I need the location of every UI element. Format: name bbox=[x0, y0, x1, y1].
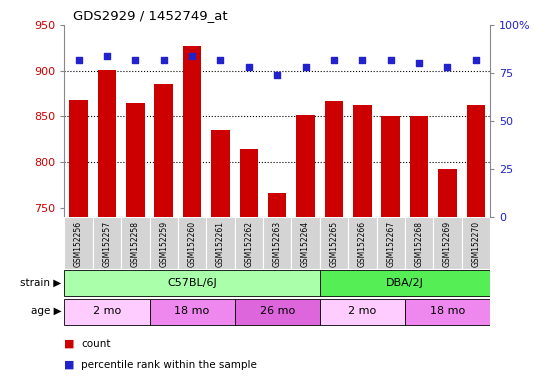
Text: 2 mo: 2 mo bbox=[93, 306, 121, 316]
Point bbox=[159, 56, 168, 63]
Bar bbox=[268, 193, 286, 217]
Bar bbox=[466, 106, 485, 217]
Bar bbox=[69, 100, 88, 217]
Text: C57BL/6J: C57BL/6J bbox=[167, 278, 217, 288]
Bar bbox=[93, 217, 121, 269]
Text: GSM152261: GSM152261 bbox=[216, 221, 225, 267]
Text: GSM152260: GSM152260 bbox=[188, 221, 197, 267]
Point bbox=[472, 56, 480, 63]
Bar bbox=[381, 116, 400, 217]
Text: 18 mo: 18 mo bbox=[175, 306, 209, 316]
Point bbox=[273, 72, 282, 78]
Text: GSM152262: GSM152262 bbox=[244, 221, 253, 267]
Bar bbox=[64, 270, 320, 296]
Bar bbox=[206, 217, 235, 269]
Text: percentile rank within the sample: percentile rank within the sample bbox=[81, 360, 257, 370]
Text: GSM152259: GSM152259 bbox=[159, 221, 168, 267]
Point bbox=[131, 56, 140, 63]
Text: ■: ■ bbox=[64, 339, 75, 349]
Text: 2 mo: 2 mo bbox=[348, 306, 376, 316]
Bar bbox=[405, 217, 433, 269]
Text: GSM152268: GSM152268 bbox=[414, 221, 423, 267]
Text: 18 mo: 18 mo bbox=[430, 306, 465, 316]
Point bbox=[188, 53, 197, 59]
Point bbox=[301, 64, 310, 70]
Bar bbox=[98, 70, 116, 217]
Bar bbox=[433, 217, 461, 269]
Bar bbox=[296, 114, 315, 217]
Bar bbox=[211, 130, 230, 217]
Bar bbox=[240, 149, 258, 217]
Point bbox=[102, 53, 111, 59]
Point bbox=[329, 56, 338, 63]
Bar bbox=[155, 84, 173, 217]
Text: strain ▶: strain ▶ bbox=[20, 278, 62, 288]
Point bbox=[244, 64, 253, 70]
Text: GSM152265: GSM152265 bbox=[329, 221, 338, 267]
Text: age ▶: age ▶ bbox=[31, 306, 62, 316]
Text: GSM152267: GSM152267 bbox=[386, 221, 395, 267]
Bar bbox=[150, 217, 178, 269]
Text: 26 mo: 26 mo bbox=[260, 306, 295, 316]
Point bbox=[216, 56, 225, 63]
Point bbox=[443, 64, 452, 70]
Bar bbox=[235, 299, 320, 325]
Bar bbox=[320, 270, 490, 296]
Point bbox=[74, 56, 83, 63]
Point bbox=[386, 56, 395, 63]
Bar bbox=[291, 217, 320, 269]
Bar bbox=[410, 116, 428, 217]
Text: GDS2929 / 1452749_at: GDS2929 / 1452749_at bbox=[73, 9, 227, 22]
Bar bbox=[126, 103, 144, 217]
Bar bbox=[235, 217, 263, 269]
Text: GSM152269: GSM152269 bbox=[443, 221, 452, 267]
Bar bbox=[325, 101, 343, 217]
Bar bbox=[438, 169, 456, 217]
Text: GSM152256: GSM152256 bbox=[74, 221, 83, 267]
Bar bbox=[64, 299, 150, 325]
Bar bbox=[183, 46, 201, 217]
Text: GSM152266: GSM152266 bbox=[358, 221, 367, 267]
Point bbox=[358, 56, 367, 63]
Text: GSM152264: GSM152264 bbox=[301, 221, 310, 267]
Bar bbox=[121, 217, 150, 269]
Bar bbox=[461, 217, 490, 269]
Bar bbox=[320, 217, 348, 269]
Bar bbox=[376, 217, 405, 269]
Text: count: count bbox=[81, 339, 111, 349]
Bar bbox=[353, 104, 371, 217]
Text: DBA/2J: DBA/2J bbox=[386, 278, 424, 288]
Text: GSM152263: GSM152263 bbox=[273, 221, 282, 267]
Bar bbox=[263, 217, 291, 269]
Bar bbox=[405, 299, 490, 325]
Bar bbox=[150, 299, 235, 325]
Text: GSM152257: GSM152257 bbox=[102, 221, 111, 267]
Bar bbox=[64, 217, 93, 269]
Text: GSM152270: GSM152270 bbox=[472, 221, 480, 267]
Bar bbox=[178, 217, 206, 269]
Point bbox=[414, 60, 423, 66]
Text: GSM152258: GSM152258 bbox=[131, 221, 140, 267]
Bar bbox=[348, 217, 376, 269]
Bar bbox=[320, 299, 405, 325]
Text: ■: ■ bbox=[64, 360, 75, 370]
